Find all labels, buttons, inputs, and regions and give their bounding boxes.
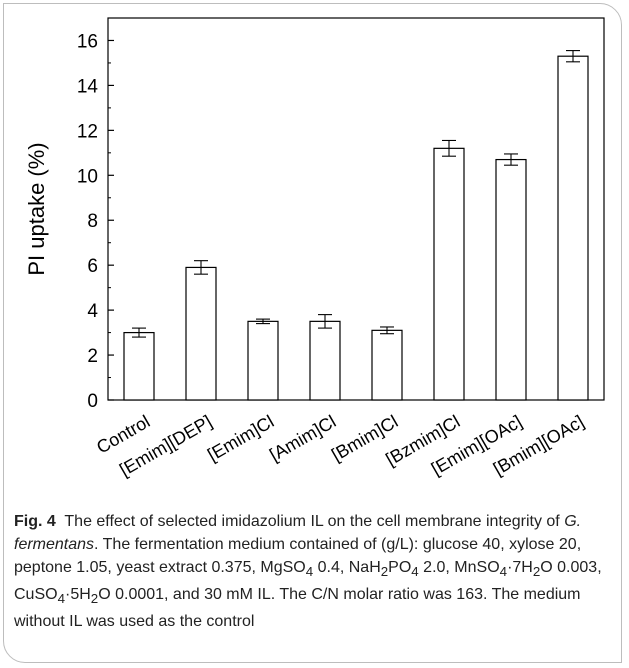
bar [495, 158, 527, 401]
error-bars [132, 50, 580, 338]
caption-text: ·5H [65, 586, 91, 604]
caption-text: . The fermentation medium contained of (… [14, 536, 582, 576]
axes [107, 17, 605, 401]
bar [185, 266, 217, 401]
caption-text: ·7H [507, 559, 533, 576]
bar [123, 331, 155, 401]
y-tick-label: 14 [77, 76, 99, 97]
caption-subscript: 4 [305, 564, 314, 580]
caption-text: The effect of selected imidazolium IL on… [64, 513, 565, 530]
caption-subscript: 4 [411, 564, 419, 580]
bar [247, 320, 279, 401]
bar [371, 329, 403, 401]
caption-text: PO [388, 559, 412, 576]
y-axis-label: PI uptake (%) [24, 142, 49, 275]
y-tick-label: 2 [87, 346, 98, 367]
y-tick-label: 6 [87, 256, 98, 277]
caption-text: O 0.003, CuSO [14, 559, 602, 604]
x-tick-label: [Amim]Cl [266, 411, 339, 465]
caption-label: Fig. 4 [14, 513, 56, 530]
caption-text: 2.0, MnSO [418, 559, 500, 576]
caption-subscript: 2 [380, 564, 389, 580]
bar-chart: 0246810121416Control[Emim][DEP][Emim]Cl[… [24, 17, 605, 480]
y-tick-label: 12 [77, 121, 98, 142]
figure-caption: Fig. 4 The effect of selected imidazoliu… [14, 510, 614, 633]
x-tick-label: [Emim]Cl [204, 411, 277, 465]
y-tick-label: 16 [77, 31, 98, 52]
plot-border [107, 17, 605, 401]
bar [309, 320, 341, 401]
caption-text: O 0.0001, and 30 mM IL. The C/N molar ra… [14, 586, 581, 631]
figure-frame [3, 3, 622, 663]
caption-text: 0.4, NaH [313, 559, 381, 576]
y-tick-label: 0 [87, 391, 98, 412]
bar [557, 55, 589, 401]
caption-subscript: 4 [57, 591, 65, 607]
bars [123, 55, 589, 401]
caption-subscript: 4 [499, 564, 508, 580]
caption-subscript: 2 [532, 564, 541, 580]
caption-subscript: 2 [90, 591, 99, 607]
y-tick-label: 8 [87, 211, 98, 232]
y-tick-label: 10 [77, 166, 98, 187]
caption-organism: G. fermentans [14, 513, 582, 553]
bar [433, 147, 465, 401]
y-tick-label: 4 [87, 301, 98, 322]
